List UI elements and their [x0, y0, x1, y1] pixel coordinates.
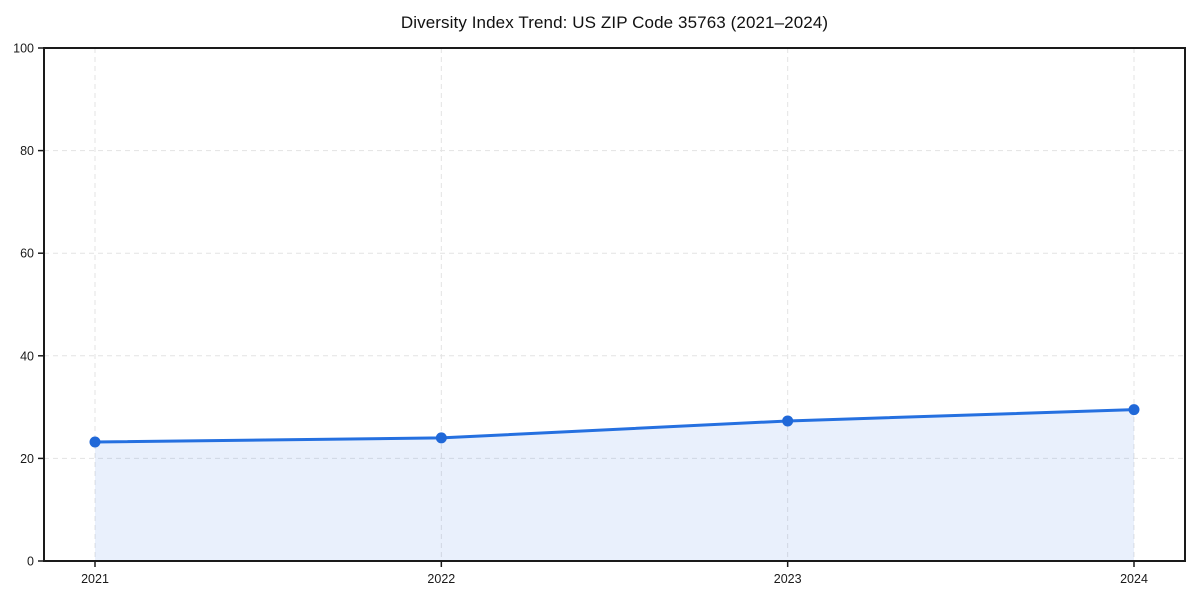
y-tick-label: 60 — [20, 247, 34, 261]
y-tick-label: 0 — [27, 555, 34, 569]
y-tick-label: 80 — [20, 144, 34, 158]
data-point — [1128, 404, 1140, 416]
chart-title: Diversity Index Trend: US ZIP Code 35763… — [400, 13, 829, 32]
area-fill — [95, 409, 1134, 561]
y-tick-label: 40 — [20, 349, 34, 363]
plot-border — [43, 47, 1186, 562]
y-tick-label: 20 — [20, 452, 34, 466]
x-tick-label: 2022 — [427, 572, 455, 586]
x-tick-label: 2024 — [1120, 572, 1148, 586]
data-point — [782, 415, 794, 427]
data-point — [435, 432, 447, 444]
x-tick-label: 2023 — [774, 572, 802, 586]
y-tick-label: 100 — [13, 42, 34, 56]
data-point — [89, 436, 101, 448]
trend-line — [93, 408, 1136, 444]
x-tick-label: 2021 — [81, 572, 109, 586]
